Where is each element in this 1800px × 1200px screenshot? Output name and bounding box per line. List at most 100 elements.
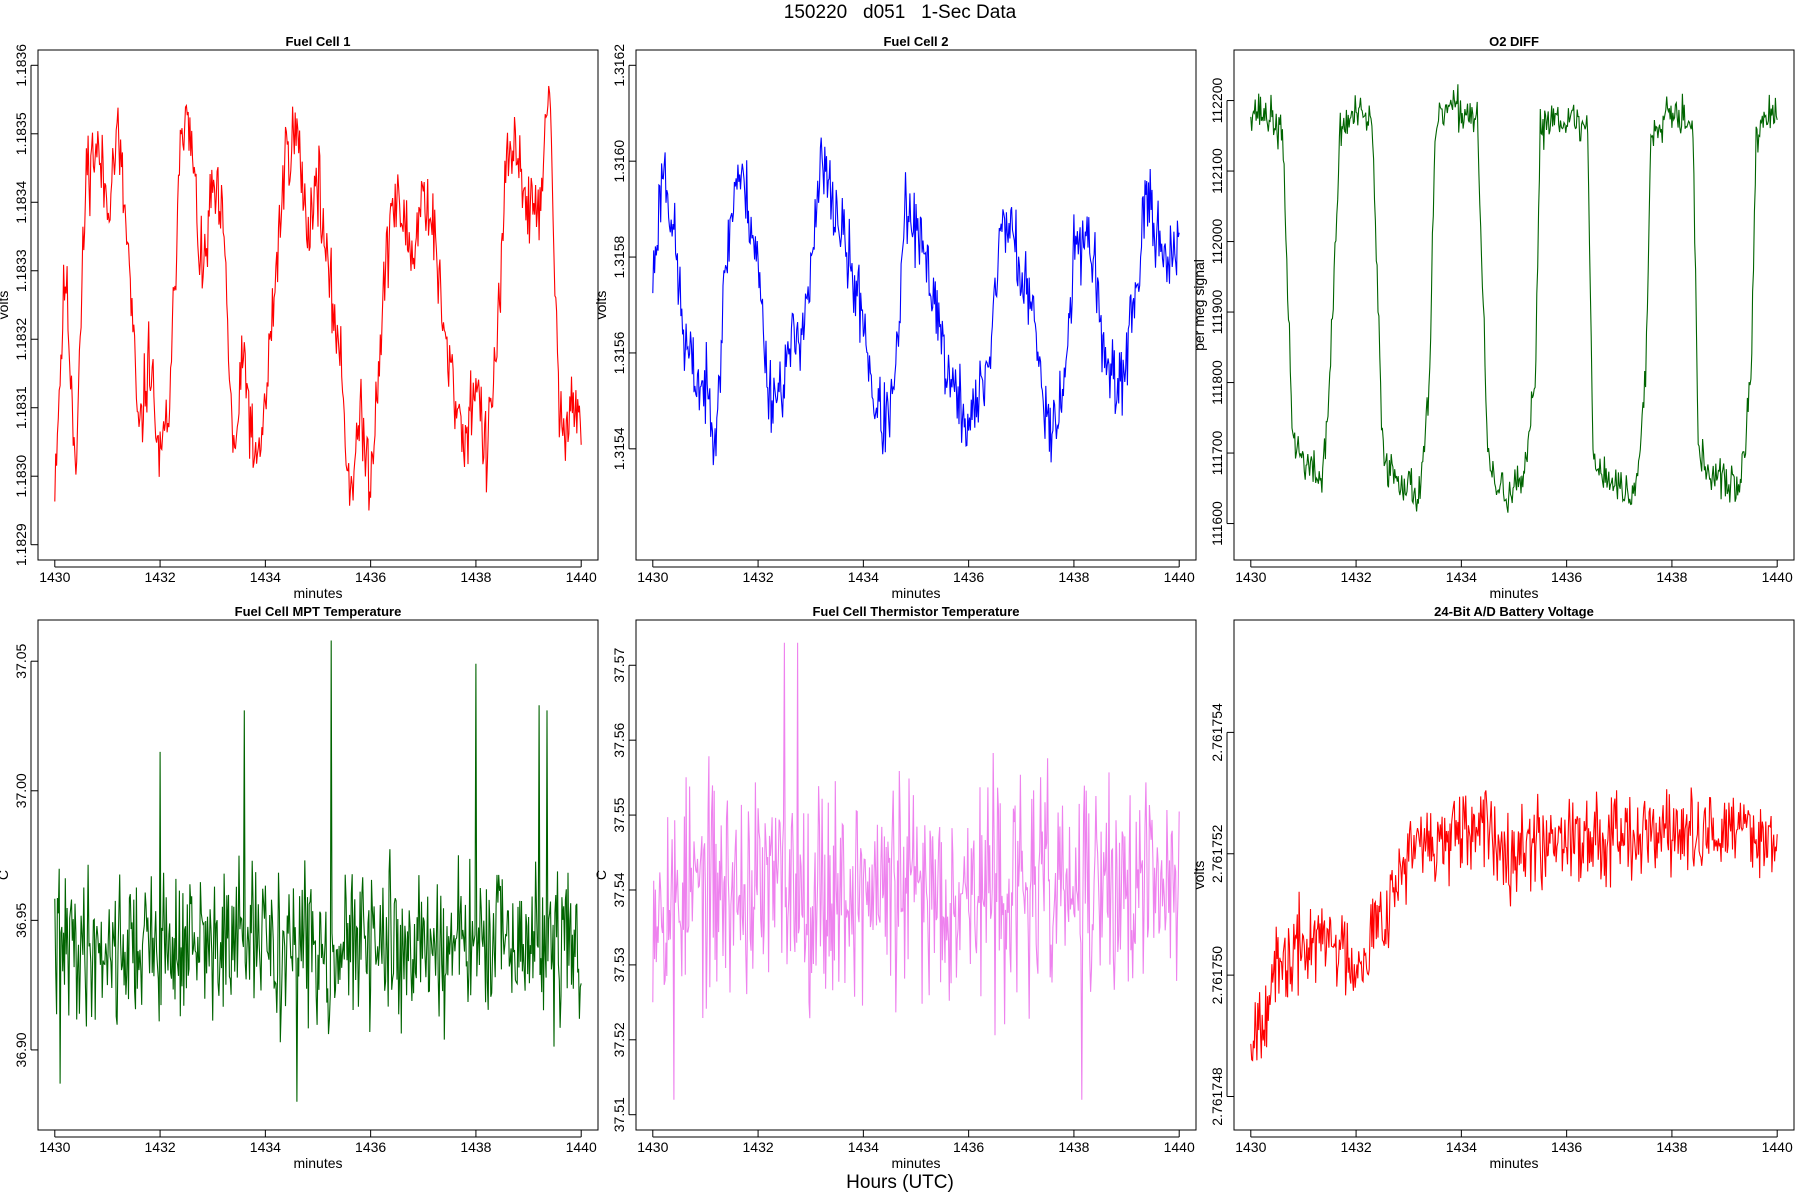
x-tick-label: 1434 — [250, 569, 281, 585]
panel-2: Fuel Cell 2 1430 1432 1434 1436 1438 1440 minut… — [593, 34, 1197, 601]
x-tick-label: 1430 — [637, 569, 668, 585]
x-tick-label: 1436 — [355, 569, 386, 585]
y-tick-label: 111800 — [1209, 360, 1225, 405]
panel-title: Fuel Cell Thermistor Temperature — [812, 604, 1019, 619]
series-line — [652, 137, 1180, 466]
x-tick-label: 1436 — [1551, 1139, 1582, 1155]
y-axis-label: volts — [0, 291, 11, 320]
figure-title: 150220 d051 1-Sec Data — [783, 2, 1017, 23]
y-tick-label: 111900 — [1209, 290, 1225, 335]
x-tick-label: 1434 — [1446, 569, 1477, 585]
y-tick-label: 2.761752 — [1209, 824, 1225, 883]
x-tick-label: 1432 — [743, 569, 774, 585]
x-axis-label: minutes — [293, 1155, 342, 1171]
x-tick-label: 1432 — [1341, 1139, 1372, 1155]
panel-title: 24-Bit A/D Battery Voltage — [1434, 604, 1594, 619]
y-tick-label: 37.00 — [13, 773, 29, 808]
y-tick-label: 36.95 — [13, 903, 29, 938]
x-axis-label: minutes — [1489, 1155, 1538, 1171]
x-tick-label: 1440 — [1762, 1139, 1793, 1155]
x-tick-label: 1434 — [848, 1139, 879, 1155]
x-tick-label: 1436 — [953, 1139, 984, 1155]
y-tick-label: 37.05 — [13, 643, 29, 678]
y-tick-label: 112200 — [1209, 78, 1225, 124]
y-axis-label: volts — [1191, 861, 1207, 890]
y-tick-label: 37.53 — [611, 947, 627, 982]
x-tick-label: 1438 — [1058, 1139, 1089, 1155]
x-tick-label: 1438 — [460, 569, 491, 585]
y-tick-label: 1.3160 — [611, 140, 627, 183]
x-tick-label: 1430 — [637, 1139, 668, 1155]
x-tick-label: 1432 — [145, 569, 176, 585]
y-tick-label: 1.1836 — [13, 44, 29, 87]
y-axis-label: C — [593, 870, 609, 880]
y-tick-label: 2.761748 — [1209, 1067, 1225, 1126]
panel-title: O2 DIFF — [1489, 34, 1539, 49]
x-tick-label: 1438 — [1058, 569, 1089, 585]
x-tick-label: 1432 — [1341, 569, 1372, 585]
y-tick-label: 1.1829 — [13, 523, 29, 566]
y-tick-label: 37.55 — [611, 797, 627, 832]
series-line — [652, 642, 1180, 1100]
y-tick-label: 1.1834 — [13, 181, 29, 224]
y-tick-label: 1.1835 — [13, 112, 29, 155]
x-tick-label: 1434 — [250, 1139, 281, 1155]
y-tick-label: 1.1833 — [13, 249, 29, 292]
panel-title: Fuel Cell MPT Temperature — [235, 604, 402, 619]
x-tick-label: 1440 — [566, 569, 597, 585]
panel-4: Fuel Cell MPT Temperature 1430 1432 1434 143… — [0, 604, 599, 1171]
x-axis-label: minutes — [293, 585, 342, 601]
y-tick-label: 1.1830 — [13, 455, 29, 498]
x-tick-label: 1432 — [145, 1139, 176, 1155]
x-tick-label: 1440 — [1762, 569, 1793, 585]
x-tick-label: 1430 — [1235, 1139, 1266, 1155]
y-tick-label: 2.761750 — [1209, 946, 1225, 1005]
plot-frame — [635, 619, 1197, 1131]
plot-frame — [1233, 619, 1795, 1131]
y-tick-label: 37.52 — [611, 1022, 627, 1057]
x-tick-label: 1438 — [1656, 569, 1687, 585]
x-tick-label: 1436 — [953, 569, 984, 585]
y-tick-label: 112000 — [1209, 219, 1225, 265]
series-line — [1250, 84, 1778, 513]
x-tick-label: 1440 — [1164, 569, 1195, 585]
y-tick-label: 37.57 — [611, 648, 627, 683]
x-tick-label: 1438 — [1656, 1139, 1687, 1155]
x-tick-label: 1430 — [1235, 569, 1266, 585]
plot-frame — [1233, 49, 1795, 561]
y-tick-label: 1.3156 — [611, 331, 627, 374]
y-tick-label: 111700 — [1209, 431, 1225, 476]
x-tick-label: 1438 — [460, 1139, 491, 1155]
y-tick-label: 112100 — [1209, 148, 1225, 194]
x-tick-label: 1430 — [39, 569, 70, 585]
x-axis-label: minutes — [891, 585, 940, 601]
y-tick-label: 37.51 — [611, 1097, 627, 1132]
figure-common-xlabel: Hours (UTC) — [846, 1172, 954, 1193]
series-line — [54, 85, 582, 511]
x-tick-label: 1434 — [1446, 1139, 1477, 1155]
plot-frame — [37, 49, 599, 561]
x-tick-label: 1430 — [39, 1139, 70, 1155]
panel-6: 24-Bit A/D Battery Voltage 1430 1432 1434 14… — [1191, 604, 1795, 1171]
panel-3: O2 DIFF 1430 1432 1434 1436 1438 1440 minutes 11… — [1191, 34, 1795, 601]
x-tick-label: 1434 — [848, 569, 879, 585]
x-axis-label: minutes — [891, 1155, 940, 1171]
y-tick-label: 2.761754 — [1209, 703, 1225, 762]
plot-frame — [37, 619, 599, 1131]
series-line — [54, 640, 582, 1102]
x-tick-label: 1432 — [743, 1139, 774, 1155]
y-tick-label: 111600 — [1209, 501, 1225, 546]
y-tick-label: 1.3154 — [611, 427, 627, 470]
x-tick-label: 1436 — [1551, 569, 1582, 585]
panel-title: Fuel Cell 1 — [285, 34, 350, 49]
x-tick-label: 1440 — [1164, 1139, 1195, 1155]
y-tick-label: 37.56 — [611, 722, 627, 757]
y-axis-label: volts — [593, 291, 609, 320]
y-tick-label: 1.1832 — [13, 318, 29, 361]
y-tick-label: 1.3162 — [611, 44, 627, 87]
y-tick-label: 36.90 — [13, 1032, 29, 1067]
y-tick-label: 1.1831 — [13, 386, 29, 429]
plot-frame — [635, 49, 1197, 561]
y-tick-label: 1.3158 — [611, 235, 627, 278]
